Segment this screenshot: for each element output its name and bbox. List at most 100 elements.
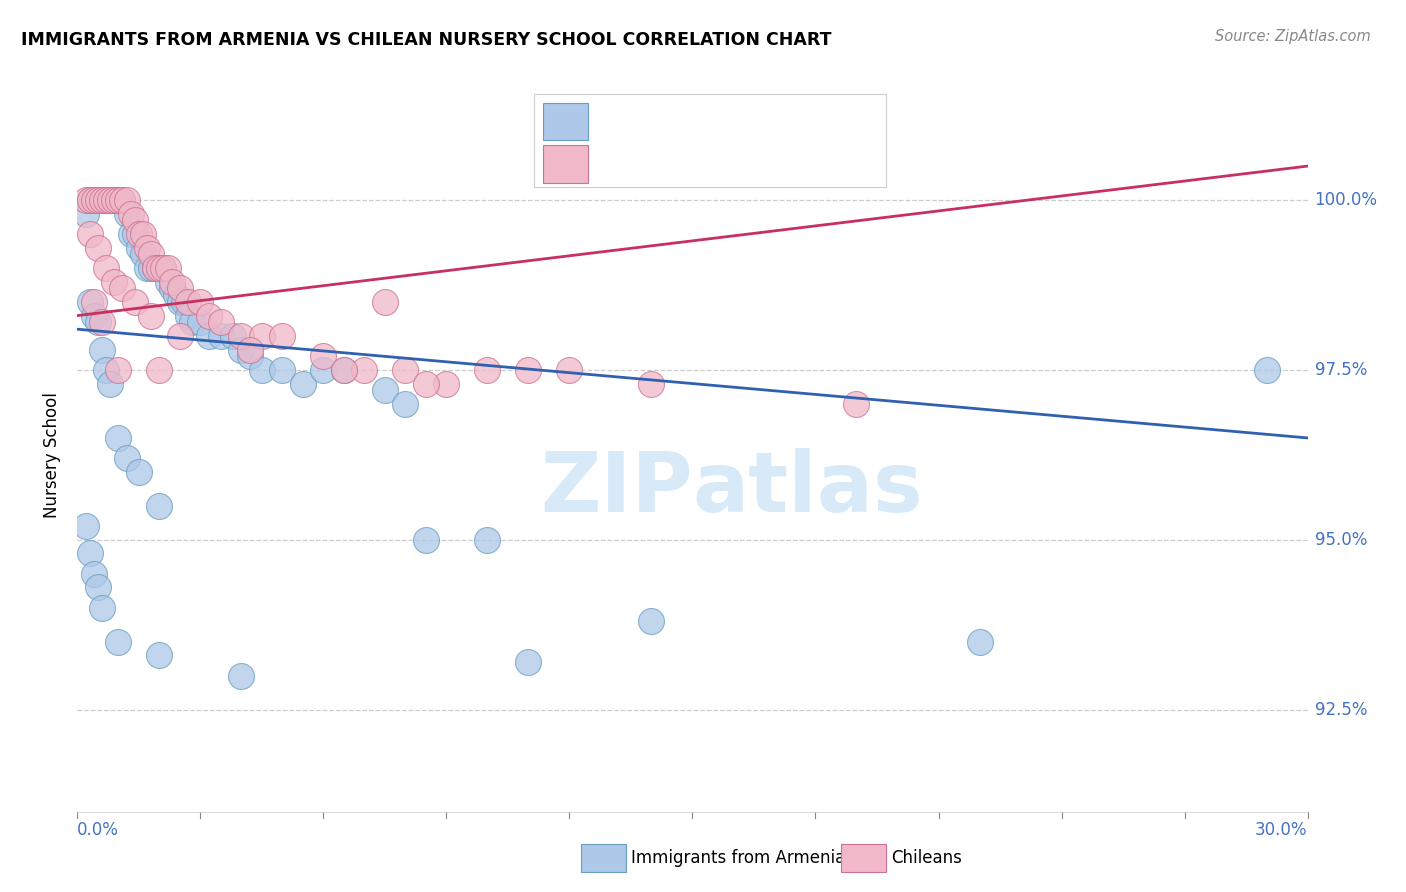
- Point: [75, 519, 97, 533]
- Point: [107, 635, 129, 649]
- Point: [115, 193, 138, 207]
- Text: IMMIGRANTS FROM ARMENIA VS CHILEAN NURSERY SCHOOL CORRELATION CHART: IMMIGRANTS FROM ARMENIA VS CHILEAN NURSE…: [21, 31, 831, 49]
- Point: [169, 329, 191, 343]
- Point: [90, 193, 114, 207]
- Point: [250, 329, 273, 343]
- Point: [169, 295, 191, 310]
- Point: [173, 295, 195, 310]
- Text: 95.0%: 95.0%: [1315, 531, 1367, 549]
- Point: [83, 193, 105, 207]
- Point: [124, 213, 146, 227]
- Point: [107, 431, 129, 445]
- Point: [94, 260, 117, 275]
- Text: Immigrants from Armenia: Immigrants from Armenia: [631, 849, 845, 867]
- Text: 30.0%: 30.0%: [1256, 821, 1308, 838]
- Point: [83, 309, 105, 323]
- Point: [90, 343, 114, 357]
- Point: [640, 376, 662, 391]
- Point: [120, 207, 142, 221]
- Point: [87, 315, 110, 329]
- Point: [136, 260, 159, 275]
- Point: [148, 648, 170, 663]
- Point: [132, 247, 155, 261]
- Text: 0.427: 0.427: [633, 154, 695, 174]
- Point: [152, 260, 174, 275]
- Point: [333, 363, 356, 377]
- Point: [640, 615, 662, 629]
- Point: [156, 260, 179, 275]
- Point: [353, 363, 375, 377]
- Point: [87, 193, 110, 207]
- Point: [415, 533, 437, 547]
- Point: [124, 295, 146, 310]
- Point: [148, 260, 170, 275]
- Point: [98, 193, 121, 207]
- Point: [152, 260, 174, 275]
- Text: atlas: atlas: [693, 449, 924, 529]
- Point: [98, 193, 121, 207]
- Point: [83, 295, 105, 310]
- Point: [333, 363, 356, 377]
- Point: [312, 350, 335, 364]
- Point: [156, 275, 179, 289]
- Point: [90, 315, 114, 329]
- Point: [148, 260, 170, 275]
- Point: [87, 241, 110, 255]
- Point: [1256, 363, 1278, 377]
- Text: 0.0%: 0.0%: [77, 821, 120, 838]
- Point: [143, 260, 166, 275]
- Text: 97.5%: 97.5%: [1315, 361, 1367, 379]
- Point: [160, 275, 183, 289]
- Point: [271, 363, 294, 377]
- Point: [209, 329, 232, 343]
- Point: [188, 295, 212, 310]
- Point: [111, 281, 134, 295]
- Point: [188, 315, 212, 329]
- Point: [115, 451, 138, 466]
- Point: [374, 384, 396, 398]
- Point: [148, 499, 170, 513]
- Point: [83, 566, 105, 581]
- Point: [128, 227, 150, 241]
- Point: [79, 193, 101, 207]
- Point: [160, 281, 183, 295]
- Point: [197, 329, 219, 343]
- Point: [83, 193, 105, 207]
- Point: [845, 397, 868, 411]
- Text: R =: R =: [593, 155, 633, 173]
- Text: R =: R =: [593, 112, 633, 130]
- Point: [969, 635, 991, 649]
- Point: [231, 669, 253, 683]
- Point: [177, 295, 200, 310]
- Point: [517, 655, 540, 669]
- Text: ZIP: ZIP: [540, 449, 693, 529]
- Point: [209, 315, 232, 329]
- Point: [79, 193, 101, 207]
- Text: N =: N =: [706, 112, 758, 130]
- Point: [231, 343, 253, 357]
- Point: [558, 363, 581, 377]
- Text: 100.0%: 100.0%: [1315, 191, 1378, 209]
- Point: [87, 193, 110, 207]
- Point: [517, 363, 540, 377]
- Point: [141, 309, 163, 323]
- Point: [90, 600, 114, 615]
- Text: 92.5%: 92.5%: [1315, 701, 1367, 719]
- Text: N =: N =: [706, 155, 758, 173]
- Point: [103, 193, 125, 207]
- Point: [165, 288, 187, 302]
- Point: [231, 329, 253, 343]
- Point: [136, 241, 159, 255]
- Point: [239, 350, 262, 364]
- Point: [94, 193, 117, 207]
- Point: [181, 315, 204, 329]
- Point: [271, 329, 294, 343]
- Point: [103, 193, 125, 207]
- Point: [291, 376, 314, 391]
- Point: [436, 376, 458, 391]
- Point: [94, 363, 117, 377]
- Point: [132, 227, 155, 241]
- Point: [148, 363, 170, 377]
- Point: [79, 227, 101, 241]
- Point: [250, 363, 273, 377]
